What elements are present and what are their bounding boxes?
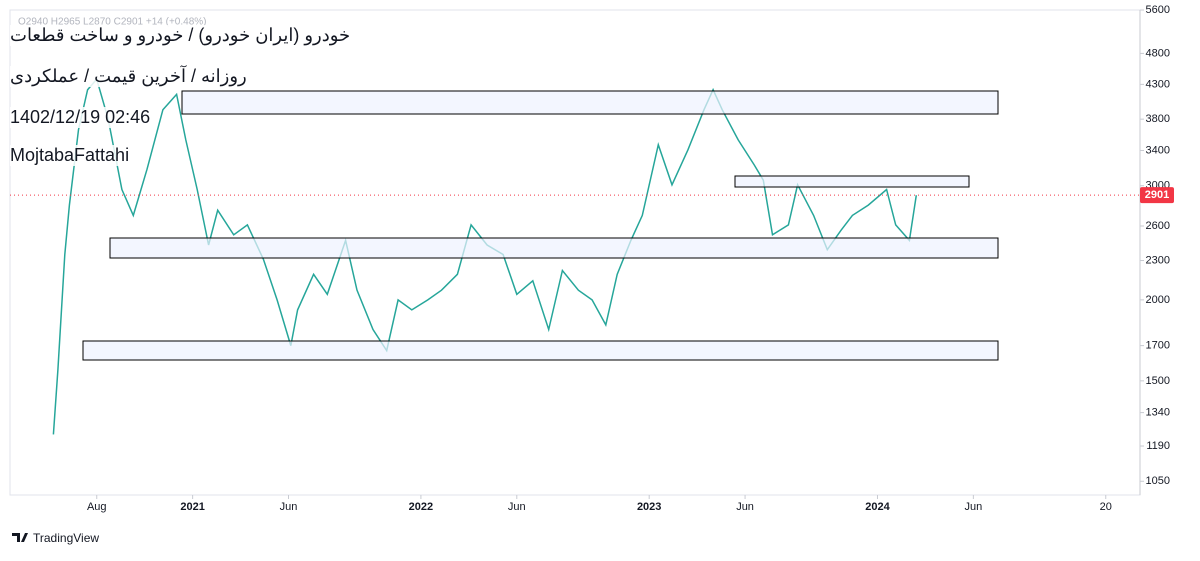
- y-tick-label: 3800: [1146, 113, 1170, 125]
- x-tick-label: Jun: [508, 501, 526, 513]
- x-tick-label: Jun: [280, 501, 298, 513]
- ohlc-legend: O2940 H2965 L2870 C2901 +14 (+0.48%): [18, 17, 206, 28]
- y-tick-label: 1700: [1146, 340, 1170, 352]
- logo-icon: [12, 533, 28, 542]
- y-tick-label: 4300: [1146, 78, 1170, 90]
- y-tick-label: 4800: [1146, 47, 1170, 59]
- y-tick-label: 1190: [1146, 440, 1170, 452]
- zone-box: [181, 90, 999, 115]
- x-tick-label: Aug: [87, 501, 107, 513]
- x-tick-label: 2024: [865, 501, 890, 513]
- y-tick-label: 1340: [1146, 407, 1170, 419]
- header-line: MojtabaFattahi: [10, 145, 130, 166]
- header-line: خودرو (ایران خودرو) / خودرو و ساخت قطعات: [10, 25, 351, 46]
- y-tick-label: 2300: [1146, 254, 1170, 266]
- zone-box: [109, 237, 999, 259]
- header-line: 1402/12/19 02:46: [10, 107, 151, 128]
- zone-box: [82, 340, 999, 361]
- last-price-box: [1140, 187, 1174, 204]
- x-tick-label: 20: [1100, 501, 1112, 513]
- x-tick-label: Jun: [736, 501, 754, 513]
- y-tick-label: 1050: [1146, 475, 1170, 487]
- x-tick-label: 2021: [180, 501, 204, 513]
- zones: [82, 90, 999, 361]
- x-tick-label: 2022: [409, 501, 433, 513]
- x-tick-label: Jun: [964, 501, 982, 513]
- y-tick-label: 1500: [1146, 375, 1170, 387]
- y-tick-label: 2600: [1146, 220, 1170, 232]
- x-tick-label: 2023: [637, 501, 661, 513]
- y-tick-label: 5600: [1146, 4, 1170, 16]
- y-tick-label: 3400: [1146, 144, 1170, 156]
- y-tick-label: 2000: [1146, 294, 1170, 306]
- header-line: روزانه / آخرین قیمت / عملکردی: [10, 66, 247, 87]
- last-price-label: 2901: [1145, 189, 1169, 201]
- footer-brand: TradingView: [33, 531, 99, 545]
- zone-box: [734, 175, 970, 188]
